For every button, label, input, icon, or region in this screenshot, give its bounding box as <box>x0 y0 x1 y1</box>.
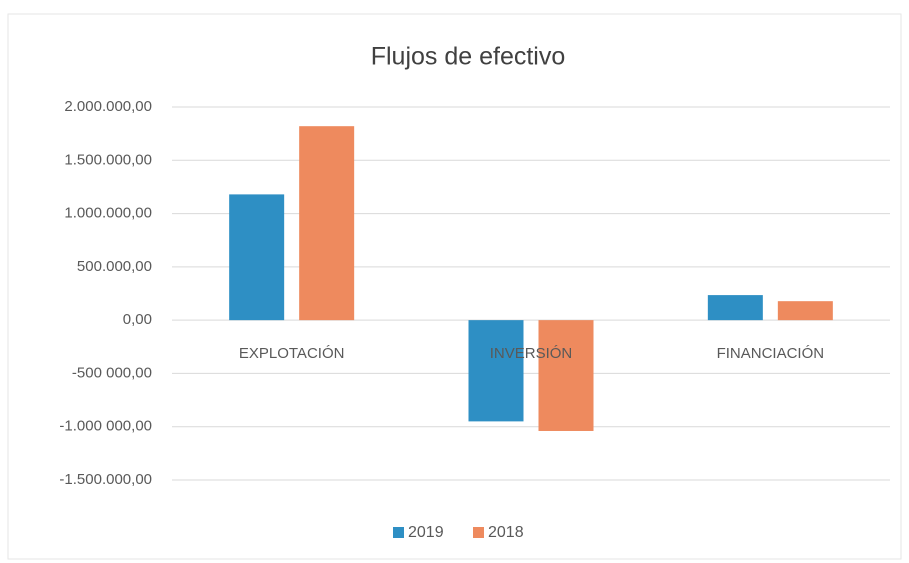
bar <box>777 301 833 321</box>
y-tick-label: 1.500.000,00 <box>64 151 152 168</box>
legend-swatch <box>473 527 484 538</box>
y-tick-label: 500.000,00 <box>77 258 152 275</box>
y-tick-label: -500 000,00 <box>72 364 152 381</box>
y-tick-label: 2.000.000,00 <box>64 98 152 115</box>
bar <box>707 295 763 321</box>
y-tick-label: -1.500.000,00 <box>59 471 152 488</box>
bar <box>468 320 524 422</box>
bar <box>538 320 594 431</box>
x-tick-label: EXPLOTACIÓN <box>239 345 345 362</box>
bar <box>299 126 355 321</box>
y-tick-label: 1.000.000,00 <box>64 205 152 222</box>
bar <box>229 194 285 321</box>
chart-title: Flujos de efectivo <box>371 43 566 71</box>
legend-swatch <box>393 527 404 538</box>
x-tick-label: FINANCIACIÓN <box>717 345 825 362</box>
legend-label: 2018 <box>488 524 524 541</box>
chart-frame <box>7 13 902 560</box>
legend-label: 2019 <box>408 524 444 541</box>
x-tick-label: INVERSIÓN <box>490 345 573 362</box>
y-tick-label: -1.000 000,00 <box>59 418 152 435</box>
y-tick-label: 0,00 <box>123 311 152 328</box>
